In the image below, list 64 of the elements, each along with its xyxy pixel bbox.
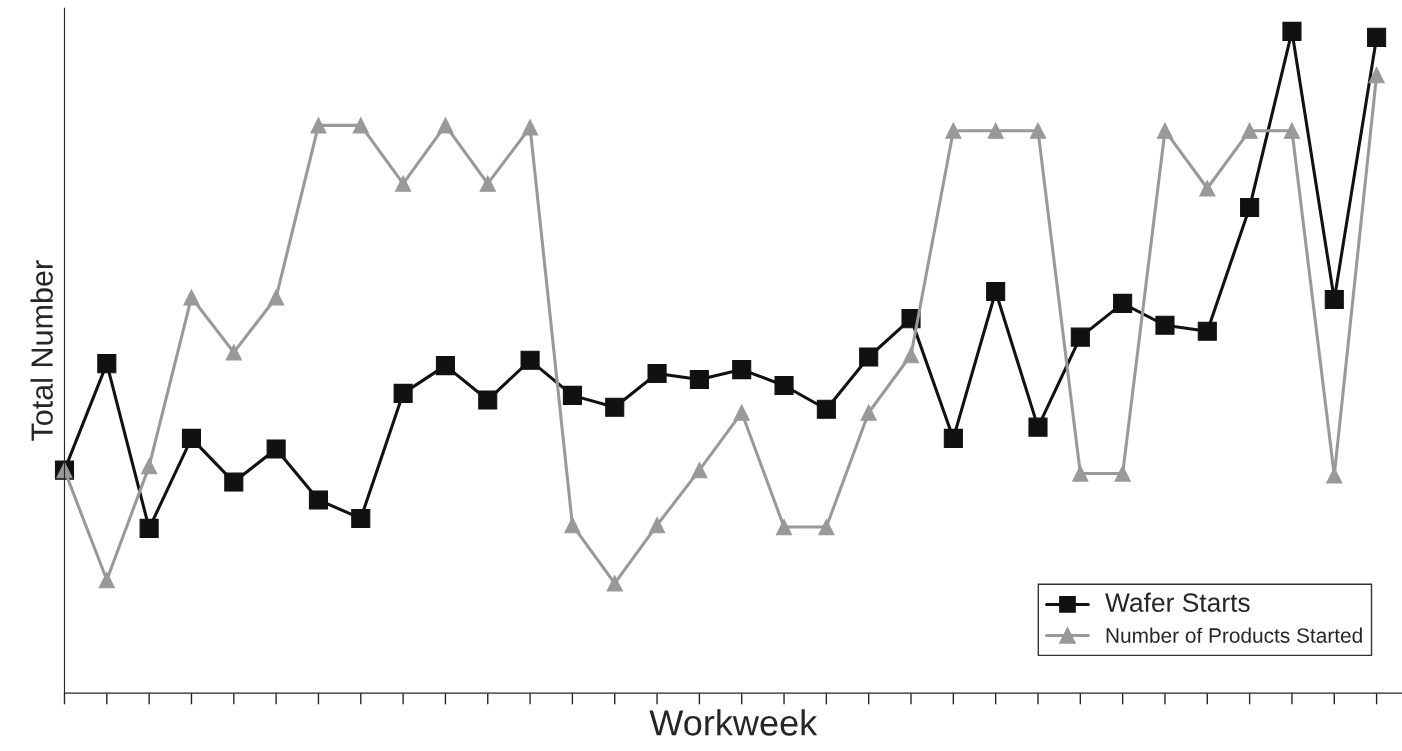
point (818, 518, 835, 536)
point (1155, 315, 1175, 335)
point (1240, 197, 1260, 217)
point (1241, 122, 1258, 139)
point (691, 462, 708, 479)
point (1029, 122, 1047, 139)
point (1156, 122, 1174, 139)
point (945, 122, 962, 139)
point (733, 404, 750, 421)
point (732, 360, 752, 380)
point (562, 385, 582, 405)
point (689, 369, 709, 390)
point (1070, 327, 1090, 347)
point (1113, 293, 1133, 313)
point (775, 518, 793, 536)
point (139, 518, 159, 538)
y-axis-title: Total Number (30, 260, 53, 441)
point (310, 117, 327, 134)
point (1324, 289, 1344, 309)
point (986, 281, 1006, 302)
point (1368, 66, 1385, 84)
point (1072, 465, 1089, 482)
point (435, 356, 455, 376)
point (266, 439, 286, 459)
point (98, 571, 115, 589)
point (1114, 465, 1131, 482)
point (181, 428, 202, 448)
legend-label: Number of Products Started (1106, 627, 1362, 643)
point (267, 289, 285, 306)
point (140, 458, 158, 475)
point (1367, 27, 1387, 47)
point (987, 122, 1004, 139)
point (224, 472, 244, 492)
point (1028, 417, 1048, 437)
point (816, 399, 836, 419)
point (437, 117, 454, 134)
point (1282, 21, 1302, 41)
point (943, 428, 963, 448)
point (860, 404, 877, 421)
point (352, 117, 369, 134)
point (1197, 321, 1217, 341)
point (605, 397, 625, 417)
point (351, 508, 371, 529)
point (393, 383, 413, 403)
point (183, 289, 200, 306)
point (1199, 180, 1216, 197)
point (478, 390, 498, 410)
point (1283, 122, 1301, 139)
point (520, 350, 540, 370)
point (394, 175, 412, 192)
point (859, 347, 879, 367)
point (647, 364, 667, 384)
point (564, 516, 581, 534)
x-axis-title: Workweek (649, 709, 818, 736)
point (479, 175, 496, 192)
point (606, 575, 623, 592)
point (225, 344, 242, 361)
point (774, 375, 794, 396)
legend-label: Wafer Starts (1105, 592, 1250, 612)
point (97, 354, 117, 374)
point (521, 119, 539, 136)
point (902, 346, 920, 364)
point (648, 516, 666, 534)
point (308, 490, 328, 510)
